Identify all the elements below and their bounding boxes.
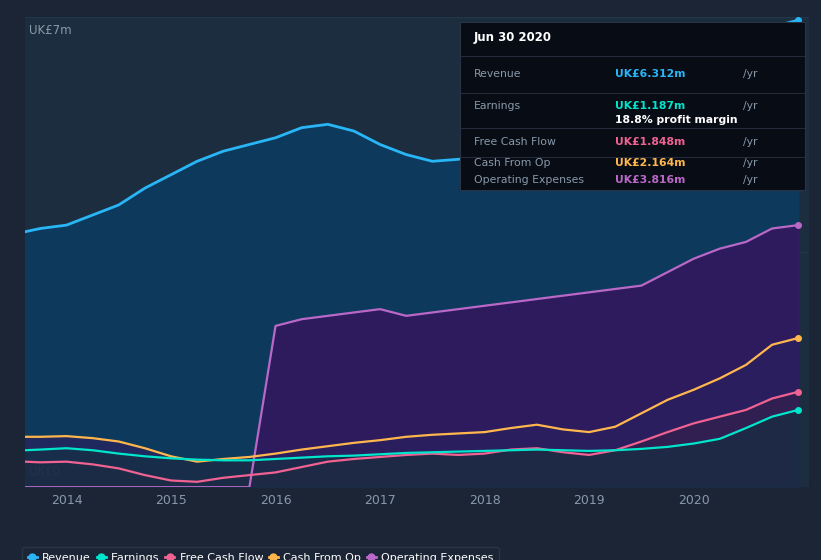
Text: UK£7m: UK£7m [29, 24, 71, 37]
Text: /yr: /yr [742, 158, 757, 167]
Text: Revenue: Revenue [474, 69, 521, 80]
Text: Free Cash Flow: Free Cash Flow [474, 137, 556, 147]
Text: UK£1.848m: UK£1.848m [615, 137, 686, 147]
Text: /yr: /yr [742, 175, 757, 185]
Text: Operating Expenses: Operating Expenses [474, 175, 584, 185]
Text: 18.8% profit margin: 18.8% profit margin [615, 115, 737, 125]
Text: Jun 30 2020: Jun 30 2020 [474, 31, 552, 44]
Text: UK£0: UK£0 [29, 465, 60, 478]
Text: UK£3.816m: UK£3.816m [615, 175, 686, 185]
Text: Cash From Op: Cash From Op [474, 158, 550, 167]
Text: /yr: /yr [742, 69, 757, 80]
Text: UK£2.164m: UK£2.164m [615, 158, 686, 167]
Text: /yr: /yr [742, 101, 757, 110]
Text: Earnings: Earnings [474, 101, 521, 110]
Text: /yr: /yr [742, 137, 757, 147]
Text: UK£1.187m: UK£1.187m [615, 101, 686, 110]
Legend: Revenue, Earnings, Free Cash Flow, Cash From Op, Operating Expenses: Revenue, Earnings, Free Cash Flow, Cash … [22, 547, 499, 560]
Text: UK£6.312m: UK£6.312m [615, 69, 686, 80]
